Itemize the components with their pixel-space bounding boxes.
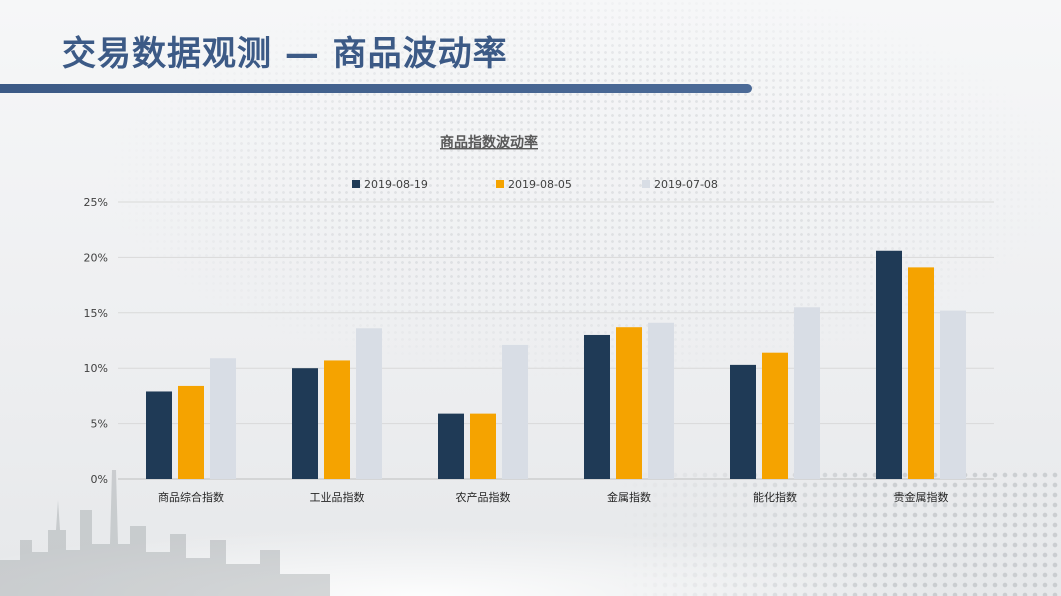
legend-swatch: [352, 180, 360, 188]
bar: [146, 391, 172, 479]
y-tick-label: 20%: [84, 251, 108, 264]
y-axis: 0% 5% 10% 15% 20% 25%: [84, 196, 108, 486]
bar: [470, 413, 496, 479]
x-tick-label: 贵金属指数: [894, 490, 949, 504]
x-tick-label: 农产品指数: [456, 490, 511, 504]
page-title: 交易数据观测 — 商品波动率: [62, 34, 508, 74]
bar: [210, 358, 236, 479]
x-tick-label: 能化指数: [753, 490, 797, 504]
bar: [730, 364, 756, 479]
y-tick-label: 10%: [84, 362, 108, 375]
grid-lines: [118, 201, 994, 480]
bar: [178, 385, 204, 479]
bar: [502, 344, 528, 479]
bars: [146, 250, 966, 479]
y-tick-label: 25%: [84, 196, 108, 209]
x-tick-label: 金属指数: [607, 490, 651, 504]
bar: [762, 352, 788, 479]
bar: [648, 322, 674, 479]
city-skyline-decoration: [0, 470, 330, 596]
y-tick-label: 0%: [91, 473, 108, 486]
legend-swatch: [496, 180, 504, 188]
background-dot-pattern: [620, 470, 1061, 596]
x-tick-label: 商品综合指数: [158, 490, 224, 504]
bar: [616, 327, 642, 479]
legend-label: 2019-07-08: [654, 178, 718, 191]
legend-swatch: [642, 180, 650, 188]
y-tick-label: 5%: [91, 418, 108, 431]
bar: [908, 267, 934, 479]
bar: [940, 310, 966, 479]
bar: [794, 307, 820, 479]
bar: [584, 334, 610, 479]
legend: 2019-08-19 2019-08-05 2019-07-08: [352, 178, 718, 191]
legend-label: 2019-08-05: [508, 178, 572, 191]
bar: [438, 413, 464, 479]
y-tick-label: 15%: [84, 307, 108, 320]
x-tick-label: 工业品指数: [310, 490, 365, 504]
chart-title: 商品指数波动率: [440, 134, 538, 151]
bar: [324, 360, 350, 479]
title-underline-bar: [0, 84, 752, 93]
x-axis: 商品综合指数 工业品指数 农产品指数 金属指数 能化指数 贵金属指数: [158, 490, 949, 504]
bar: [876, 250, 902, 479]
bar: [356, 328, 382, 479]
bar: [292, 368, 318, 479]
legend-label: 2019-08-19: [364, 178, 428, 191]
